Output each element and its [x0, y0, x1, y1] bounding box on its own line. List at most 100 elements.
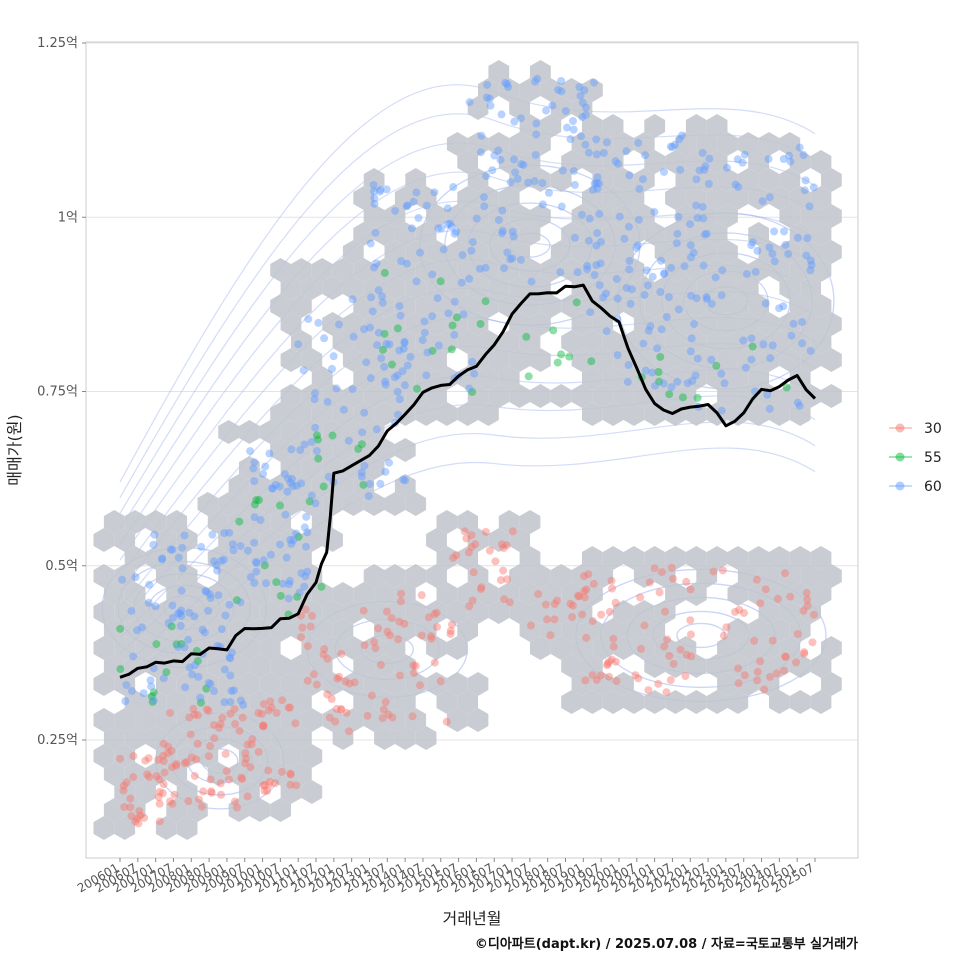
data-point: [467, 543, 476, 552]
data-point: [225, 653, 234, 662]
data-point: [781, 652, 790, 661]
data-point: [590, 271, 599, 280]
data-point: [236, 541, 245, 550]
hex-bin: [769, 654, 790, 678]
data-point: [753, 246, 762, 255]
hex-bin: [114, 816, 136, 840]
hex-bin: [561, 618, 582, 642]
data-point: [243, 546, 252, 555]
hex-bin: [582, 78, 603, 102]
hex-bin: [685, 690, 707, 714]
hex-bin: [582, 546, 603, 570]
hex-bin: [405, 168, 427, 192]
data-point: [533, 74, 542, 83]
data-point: [446, 626, 455, 635]
hex-bin: [623, 546, 645, 570]
data-point: [348, 385, 357, 394]
data-point: [236, 696, 245, 705]
hex-bin: [374, 618, 395, 642]
data-point: [116, 665, 125, 674]
data-point: [613, 351, 622, 360]
hex-bin: [592, 672, 614, 696]
hex-bin: [374, 690, 395, 714]
hex-bin: [446, 276, 468, 300]
hex-bin: [280, 384, 302, 408]
data-point: [121, 697, 130, 706]
data-point: [118, 575, 127, 584]
data-point: [349, 332, 358, 341]
data-point: [220, 698, 229, 707]
data-point: [147, 692, 156, 701]
hex-bin: [550, 564, 572, 588]
hex-bin: [135, 600, 156, 624]
hex-bin: [467, 600, 489, 624]
data-point: [220, 529, 229, 538]
hex-bin: [259, 636, 281, 660]
hex-bin: [488, 60, 510, 84]
hex-bin: [374, 582, 395, 606]
data-point: [609, 642, 618, 651]
data-point: [281, 510, 290, 519]
data-point: [359, 480, 368, 489]
data-point: [739, 336, 748, 345]
hex-bin: [249, 798, 271, 822]
hex-bin: [613, 168, 634, 192]
data-point: [129, 773, 138, 782]
hex-bin: [717, 240, 738, 264]
hex-bin: [124, 618, 146, 642]
data-point: [348, 295, 357, 304]
data-point: [584, 236, 593, 245]
data-point: [225, 775, 234, 784]
data-point: [447, 620, 456, 629]
data-point: [793, 630, 802, 639]
hex-bin: [571, 636, 593, 660]
data-point: [503, 575, 512, 584]
data-point: [232, 596, 241, 605]
hex-bin: [384, 600, 406, 624]
hex-bin: [342, 240, 364, 264]
hex-bin: [582, 582, 603, 606]
data-point: [457, 278, 466, 287]
data-point: [126, 794, 135, 803]
data-point: [286, 770, 295, 779]
data-point: [380, 268, 389, 277]
data-point: [565, 352, 574, 361]
data-point: [243, 740, 252, 749]
data-point: [230, 705, 239, 714]
hex-bin: [114, 780, 136, 804]
data-point: [155, 817, 164, 826]
data-point: [217, 790, 226, 799]
data-point: [496, 576, 505, 585]
data-point: [217, 625, 226, 634]
hex-bin: [342, 312, 364, 336]
hex-bin: [457, 402, 478, 426]
data-point: [592, 675, 601, 684]
data-point: [444, 309, 453, 318]
data-point: [320, 334, 329, 343]
data-point: [692, 201, 701, 210]
data-point: [260, 781, 269, 790]
hex-bin: [467, 384, 489, 408]
data-point: [742, 270, 751, 279]
data-point: [497, 110, 506, 119]
data-point: [158, 554, 167, 563]
hex-bin: [613, 132, 634, 156]
data-point: [221, 611, 230, 620]
data-point: [692, 294, 701, 303]
hex-bin: [384, 708, 406, 732]
hex-bin: [176, 564, 198, 588]
data-point: [575, 83, 584, 92]
data-point: [779, 666, 788, 675]
hex-bin: [592, 312, 614, 336]
data-point: [595, 179, 604, 188]
hex-bin: [457, 186, 478, 210]
hex-bin: [623, 402, 645, 426]
data-point: [177, 639, 186, 648]
data-point: [174, 609, 183, 618]
data-point: [229, 686, 238, 695]
data-point: [375, 187, 384, 196]
data-point: [278, 767, 287, 776]
data-point: [768, 636, 777, 645]
hex-bin: [665, 294, 686, 318]
data-point: [578, 98, 587, 107]
